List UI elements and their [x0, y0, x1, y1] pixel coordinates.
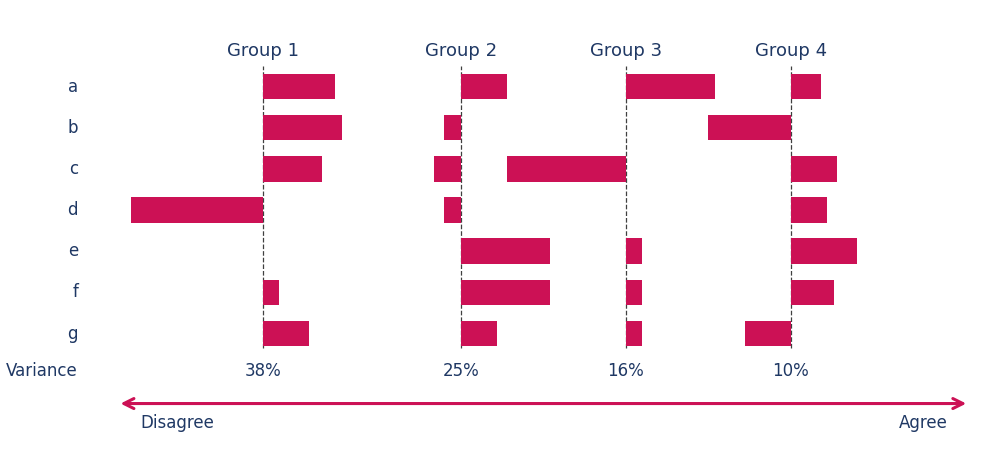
Bar [461, 238, 550, 264]
Text: b: b [68, 119, 78, 137]
Bar [708, 115, 790, 140]
Text: Variance: Variance [6, 362, 78, 381]
Bar [263, 280, 279, 305]
Text: Group 3: Group 3 [590, 42, 662, 60]
Bar [131, 197, 263, 223]
Bar [790, 74, 820, 99]
Bar [461, 321, 497, 346]
Bar [626, 238, 642, 264]
Bar [507, 156, 626, 182]
Bar [790, 238, 857, 264]
Text: 16%: 16% [608, 362, 644, 381]
Bar [263, 156, 323, 182]
Text: 25%: 25% [443, 362, 480, 381]
Text: a: a [68, 77, 78, 96]
Text: c: c [69, 160, 78, 178]
Bar [626, 280, 642, 305]
Text: Agree: Agree [899, 414, 947, 432]
Text: e: e [68, 242, 78, 260]
Text: Disagree: Disagree [140, 414, 214, 432]
Bar [790, 280, 834, 305]
Bar [790, 197, 827, 223]
Text: Group 4: Group 4 [755, 42, 827, 60]
Bar [461, 280, 550, 305]
Bar [745, 321, 790, 346]
Text: 38%: 38% [244, 362, 281, 381]
Text: Group 1: Group 1 [227, 42, 299, 60]
Text: f: f [72, 284, 78, 301]
Bar [461, 74, 507, 99]
Text: Group 2: Group 2 [425, 42, 496, 60]
Bar [263, 74, 336, 99]
Bar [435, 156, 461, 182]
Bar [626, 321, 642, 346]
Bar [445, 197, 461, 223]
Bar [263, 115, 343, 140]
Bar [790, 156, 837, 182]
Bar [445, 115, 461, 140]
Text: 10%: 10% [773, 362, 809, 381]
Text: g: g [68, 324, 78, 342]
Bar [626, 74, 715, 99]
Text: d: d [68, 201, 78, 219]
Bar [263, 321, 309, 346]
